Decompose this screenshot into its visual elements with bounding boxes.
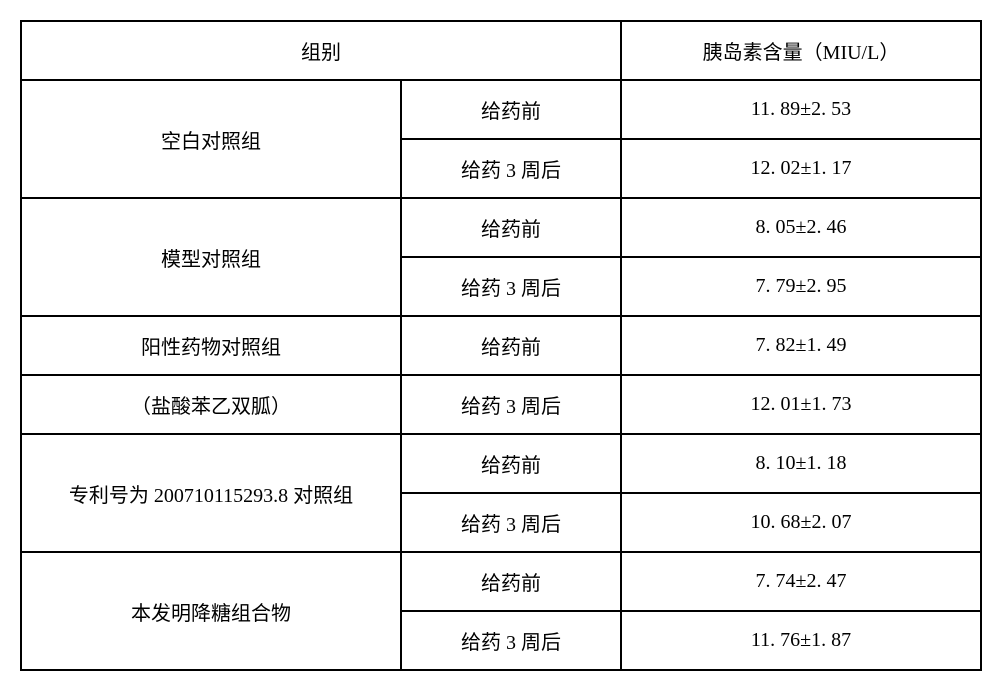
value-cell: 12. 01±1. 73 bbox=[621, 375, 981, 434]
group-name: 空白对照组 bbox=[21, 80, 401, 198]
group-name: 本发明降糖组合物 bbox=[21, 552, 401, 670]
value-cell: 7. 82±1. 49 bbox=[621, 316, 981, 375]
timepoint-cell: 给药 3 周后 bbox=[401, 611, 621, 670]
timepoint-cell: 给药 3 周后 bbox=[401, 375, 621, 434]
timepoint-cell: 给药 3 周后 bbox=[401, 139, 621, 198]
header-value: 胰岛素含量（MIU/L） bbox=[621, 21, 981, 80]
value-cell: 11. 89±2. 53 bbox=[621, 80, 981, 139]
table-header-row: 组别 胰岛素含量（MIU/L） bbox=[21, 21, 981, 80]
group-name-line1: 阳性药物对照组 bbox=[21, 316, 401, 375]
value-cell: 11. 76±1. 87 bbox=[621, 611, 981, 670]
table-row: 阳性药物对照组 给药前 7. 82±1. 49 bbox=[21, 316, 981, 375]
timepoint-cell: 给药前 bbox=[401, 316, 621, 375]
timepoint-cell: 给药前 bbox=[401, 80, 621, 139]
timepoint-cell: 给药前 bbox=[401, 434, 621, 493]
table-row: 模型对照组 给药前 8. 05±2. 46 bbox=[21, 198, 981, 257]
timepoint-cell: 给药前 bbox=[401, 198, 621, 257]
insulin-content-table: 组别 胰岛素含量（MIU/L） 空白对照组 给药前 11. 89±2. 53 给… bbox=[20, 20, 982, 671]
value-cell: 7. 74±2. 47 bbox=[621, 552, 981, 611]
table-row: 空白对照组 给药前 11. 89±2. 53 bbox=[21, 80, 981, 139]
header-group: 组别 bbox=[21, 21, 621, 80]
value-cell: 8. 10±1. 18 bbox=[621, 434, 981, 493]
group-name: 模型对照组 bbox=[21, 198, 401, 316]
timepoint-cell: 给药前 bbox=[401, 552, 621, 611]
table-row: 专利号为 200710115293.8 对照组 给药前 8. 10±1. 18 bbox=[21, 434, 981, 493]
value-cell: 8. 05±2. 46 bbox=[621, 198, 981, 257]
timepoint-cell: 给药 3 周后 bbox=[401, 257, 621, 316]
timepoint-cell: 给药 3 周后 bbox=[401, 493, 621, 552]
value-cell: 7. 79±2. 95 bbox=[621, 257, 981, 316]
group-name-line2: （盐酸苯乙双胍） bbox=[21, 375, 401, 434]
table-row: 本发明降糖组合物 给药前 7. 74±2. 47 bbox=[21, 552, 981, 611]
value-cell: 10. 68±2. 07 bbox=[621, 493, 981, 552]
table-row: （盐酸苯乙双胍） 给药 3 周后 12. 01±1. 73 bbox=[21, 375, 981, 434]
value-cell: 12. 02±1. 17 bbox=[621, 139, 981, 198]
group-name: 专利号为 200710115293.8 对照组 bbox=[21, 434, 401, 552]
